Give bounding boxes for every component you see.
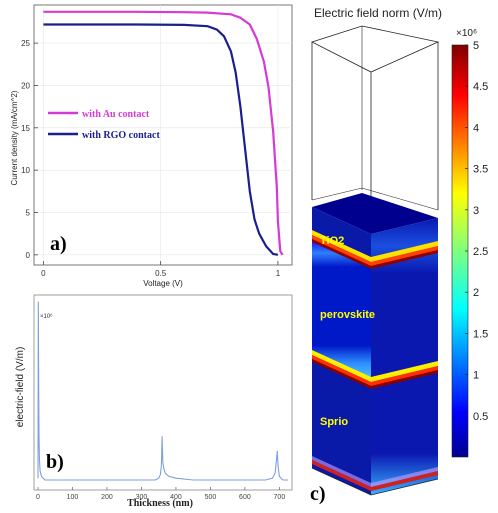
- panel-a-x-tick-label: 1: [276, 269, 281, 278]
- colorbar-tick-label: 1.5: [473, 328, 488, 340]
- panel-b-x-tick-label: 500: [205, 494, 217, 501]
- panel-a-label: a): [50, 233, 67, 255]
- panel-b-series-line-0: [37, 301, 288, 481]
- panel-a-x-axis-label: Voltage (V): [143, 279, 183, 288]
- panel-a-legend-label-1: with RGO contact: [82, 130, 160, 141]
- panel-c-layer-label-tio2: TiO2: [320, 235, 344, 247]
- panel-a-y-axis-label: Current density (mA/cm^2): [10, 90, 19, 185]
- panel-b-label: b): [46, 451, 64, 473]
- panel-a-series-group: [43, 10, 284, 256]
- panel-c-layer-label-perovskite: perovskite: [320, 309, 375, 321]
- panel-a-series-line-1: [43, 23, 279, 256]
- panel-a-legend-label-0: with Au contact: [82, 109, 150, 120]
- colorbar-tick-label: 2: [473, 287, 479, 299]
- colorbar-tick-label: 3.5: [473, 164, 488, 176]
- panel-c-perovskite-region: [312, 242, 371, 380]
- panel-b-y-axis-label: electric-field (V/m): [15, 347, 26, 428]
- colorbar-tick-label: 4.5: [473, 81, 488, 93]
- colorbar-exponent: ×10⁶: [456, 28, 477, 39]
- panel-b-x-tick-label: 700: [274, 494, 286, 501]
- panel-a-y-ticks: 0 5 10 15 20 25: [21, 39, 38, 260]
- panel-b-x-tick-label: 200: [101, 494, 113, 501]
- panel-a-x-tick-label: 0.5: [155, 269, 167, 278]
- panel-b-x-tick-label: 600: [239, 494, 251, 501]
- colorbar-tick-label: 0.5: [473, 411, 488, 423]
- colorbar-tick-label: 4: [473, 122, 479, 134]
- panel-c-label: c): [310, 483, 326, 505]
- panel-a-y-tick-label: 15: [21, 124, 30, 133]
- panel-b-exponent-label: ×10⁶: [40, 313, 53, 320]
- panel-b-x-axis-label: Thickness (nm): [127, 498, 193, 509]
- panel-a-series-line-0: [43, 10, 284, 256]
- panel-a-x-ticks: 0 0.5 1: [41, 261, 281, 278]
- colorbar-tick-label: 5: [473, 40, 479, 52]
- panel-b-plot-frame: [33, 294, 293, 491]
- panel-c-title: Electric field norm (V/m): [314, 6, 442, 20]
- panel-c-field-simulation: Electric field norm (V/m): [310, 6, 488, 505]
- panel-c-colorbar: 0.5 1 1.5 2 2.5 3 3.5 4 4.5 5 ×10⁶: [451, 28, 488, 458]
- panel-c-right-face: [371, 218, 438, 495]
- panel-a-y-tick-label: 0: [26, 251, 31, 260]
- panel-c-sprio-region: [312, 362, 371, 470]
- panel-a-legend: with Au contact with RGO contact: [48, 109, 160, 141]
- panel-b-x-tick-label: 400: [170, 494, 182, 501]
- panel-a-y-tick-label: 20: [21, 81, 30, 90]
- panel-c-layer-label-sprio: Sprio: [320, 416, 348, 428]
- panel-a-y-tick-label: 5: [26, 208, 31, 217]
- panel-c-layer-stack: [311, 193, 439, 496]
- panel-a-y-tick-label: 10: [21, 166, 30, 175]
- panel-c-tio2-band: [312, 230, 371, 262]
- panel-a-x-tick-label: 0: [41, 269, 46, 278]
- colorbar-tick-label: 1: [473, 370, 479, 382]
- panel-a-y-tick-label: 25: [21, 39, 30, 48]
- panel-b-efield-chart: 0 100 200 300 400 500 600 700 ×10⁶ Thickness (n…: [15, 294, 293, 509]
- colorbar-tick-label: 2.5: [473, 246, 488, 258]
- colorbar-ticks: 0.5 1 1.5 2 2.5 3 3.5 4 4.5 5: [465, 40, 488, 423]
- panel-b-x-ticks: 0 100 200 300 400 500 600 700: [36, 487, 285, 501]
- panel-b-series-group: [37, 301, 288, 481]
- panel-b-x-tick-label: 300: [136, 494, 148, 501]
- panel-a-plot-frame: [33, 4, 293, 266]
- panel-c-top-face: [312, 193, 438, 234]
- panel-b-x-tick-label: 0: [36, 494, 40, 501]
- panel-b-x-tick-label: 100: [67, 494, 79, 501]
- colorbar-tick-label: 3: [473, 205, 479, 217]
